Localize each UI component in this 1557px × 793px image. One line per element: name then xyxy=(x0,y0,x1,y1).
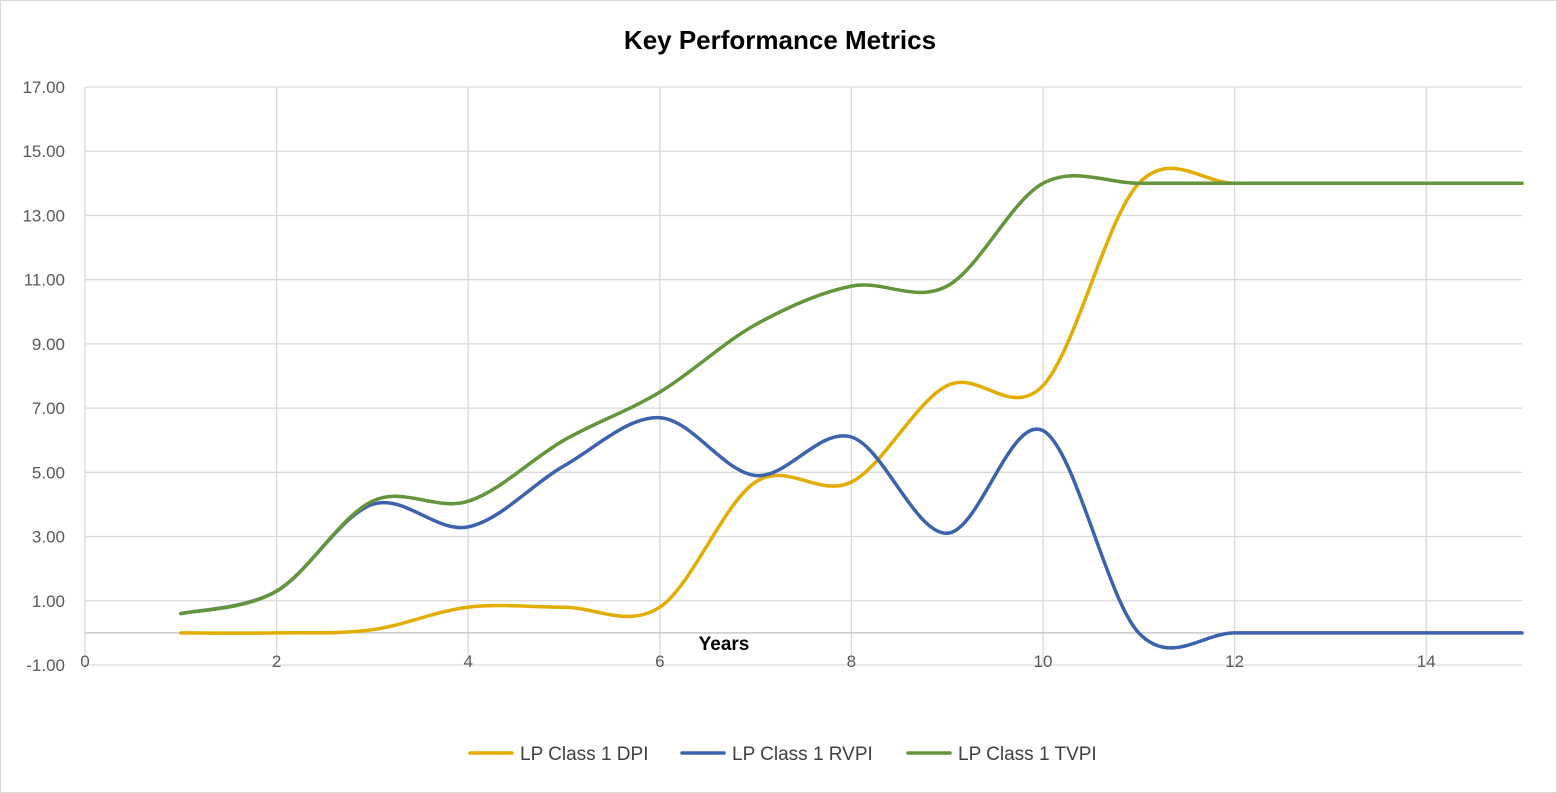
y-tick-label: 9.00 xyxy=(32,335,65,354)
legend-label: LP Class 1 DPI xyxy=(520,744,648,765)
x-axis-title: Years xyxy=(699,634,750,655)
y-tick-label: -1.00 xyxy=(26,656,65,675)
y-tick-label: 11.00 xyxy=(24,271,65,290)
series-line-lp-class-1-tvpi xyxy=(179,173,1524,616)
x-tick-label: 8 xyxy=(847,652,856,671)
legend[interactable]: LP Class 1 DPI LP Class 1 RVPI LP Class 1 … xyxy=(468,744,1097,765)
chart-title: Key Performance Metrics xyxy=(624,25,936,55)
y-tick-label: 13.00 xyxy=(22,206,65,225)
x-axis-tick-labels: 0 2 4 6 8 10 12 14 xyxy=(80,652,1435,671)
legend-item-lp-class-1-dpi[interactable]: LP Class 1 DPI xyxy=(468,744,648,765)
x-tick-label: 14 xyxy=(1417,652,1436,671)
y-axis-tick-labels: -1.00 1.00 3.00 5.00 7.00 9.00 11.00 13.00 15.00… xyxy=(22,78,65,675)
x-tick-label: 6 xyxy=(655,652,664,671)
series-line-lp-class-1-rvpi xyxy=(179,415,1524,650)
legend-item-lp-class-1-rvpi[interactable]: LP Class 1 RVPI xyxy=(680,744,873,765)
y-tick-label: 17.00 xyxy=(22,78,65,97)
x-tick-label: 0 xyxy=(80,652,89,671)
y-tick-label: 7.00 xyxy=(32,399,65,418)
series-lines xyxy=(179,166,1524,650)
gridlines xyxy=(84,86,1522,666)
legend-label: LP Class 1 TVPI xyxy=(958,744,1097,765)
x-tick-label: 12 xyxy=(1225,652,1244,671)
x-tick-label: 4 xyxy=(463,652,472,671)
legend-item-lp-class-1-tvpi[interactable]: LP Class 1 TVPI xyxy=(906,744,1097,765)
y-tick-label: 3.00 xyxy=(32,528,65,547)
y-tick-label: 5.00 xyxy=(32,463,65,482)
x-tick-label: 10 xyxy=(1034,652,1053,671)
y-tick-label: 15.00 xyxy=(22,142,65,161)
y-tick-label: 1.00 xyxy=(32,592,65,611)
legend-label: LP Class 1 RVPI xyxy=(732,744,873,765)
x-tick-label: 2 xyxy=(272,652,281,671)
